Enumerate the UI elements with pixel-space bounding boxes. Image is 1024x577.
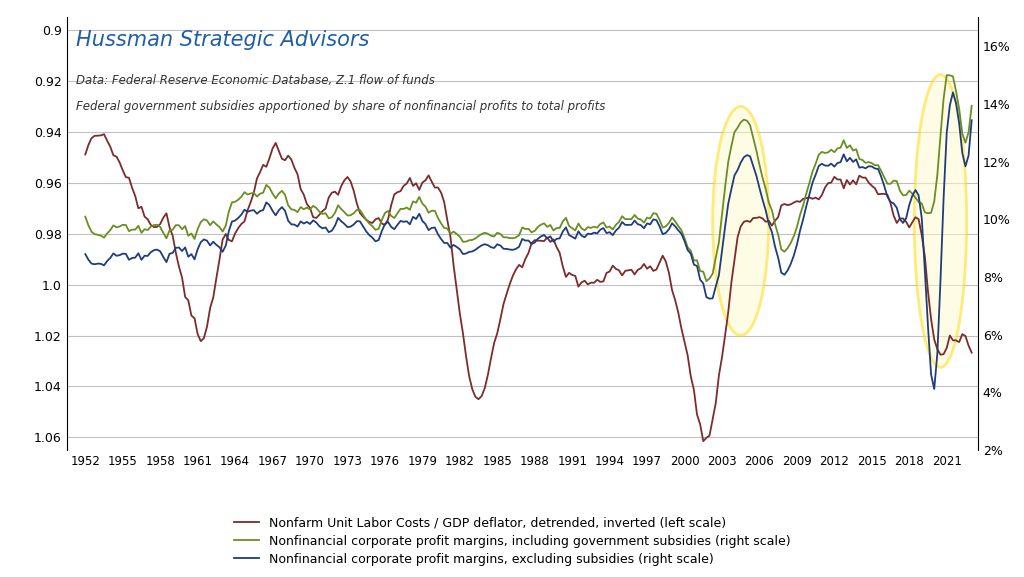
Text: Hussman Strategic Advisors: Hussman Strategic Advisors: [76, 31, 369, 50]
Ellipse shape: [713, 106, 769, 335]
Text: Data: Federal Reserve Economic Database, Z.1 flow of funds: Data: Federal Reserve Economic Database,…: [76, 74, 434, 87]
Legend: Nonfarm Unit Labor Costs / GDP deflator, detrended, inverted (left scale), Nonfi: Nonfarm Unit Labor Costs / GDP deflator,…: [228, 512, 796, 571]
Text: Federal government subsidies apportioned by share of nonfinancial profits to tot: Federal government subsidies apportioned…: [76, 100, 605, 113]
Ellipse shape: [914, 74, 967, 368]
